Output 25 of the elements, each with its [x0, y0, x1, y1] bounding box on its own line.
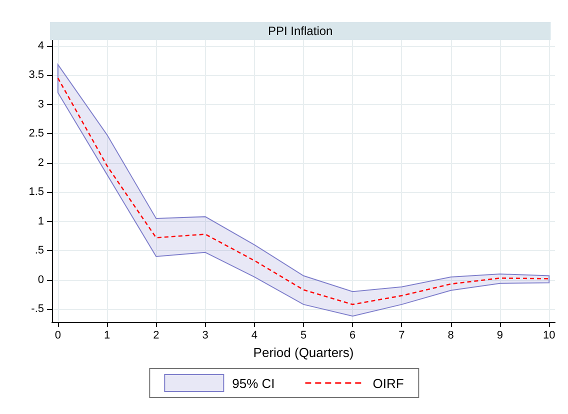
y-tick-label: 2.5	[28, 128, 44, 140]
y-tick-label: 1	[38, 215, 44, 228]
x-tick-label: 8	[448, 330, 454, 342]
x-tick-label: 7	[398, 330, 405, 342]
y-tick-label: -.5	[31, 303, 44, 316]
y-tick-label: 2	[38, 156, 44, 169]
y-tick-label: 4	[38, 40, 44, 52]
x-tick-label: 10	[542, 330, 556, 342]
y-tick-label: 3	[38, 98, 44, 110]
x-tick-label: 9	[496, 330, 504, 342]
x-tick-label: 1	[104, 330, 110, 342]
x-tick-label: 3	[202, 330, 208, 342]
x-tick-label: 2	[153, 330, 160, 342]
y-tick-label: 3.5	[28, 69, 44, 82]
x-tick-label: 5	[300, 330, 307, 342]
x-axis-title: Period (Quarters)	[253, 345, 354, 360]
y-tick-label: 1.5	[28, 186, 44, 198]
text: 95% CI	[232, 376, 275, 390]
chart-title: PPI Inflation	[268, 24, 333, 38]
x-tick-label: 6	[350, 330, 356, 342]
y-tick-label: 0	[38, 274, 44, 286]
x-tick-label: 0	[54, 330, 61, 342]
x-tick-label: 4	[251, 330, 258, 342]
y-tick-label: .5	[34, 244, 44, 257]
legend-label: OIRF	[372, 376, 404, 390]
